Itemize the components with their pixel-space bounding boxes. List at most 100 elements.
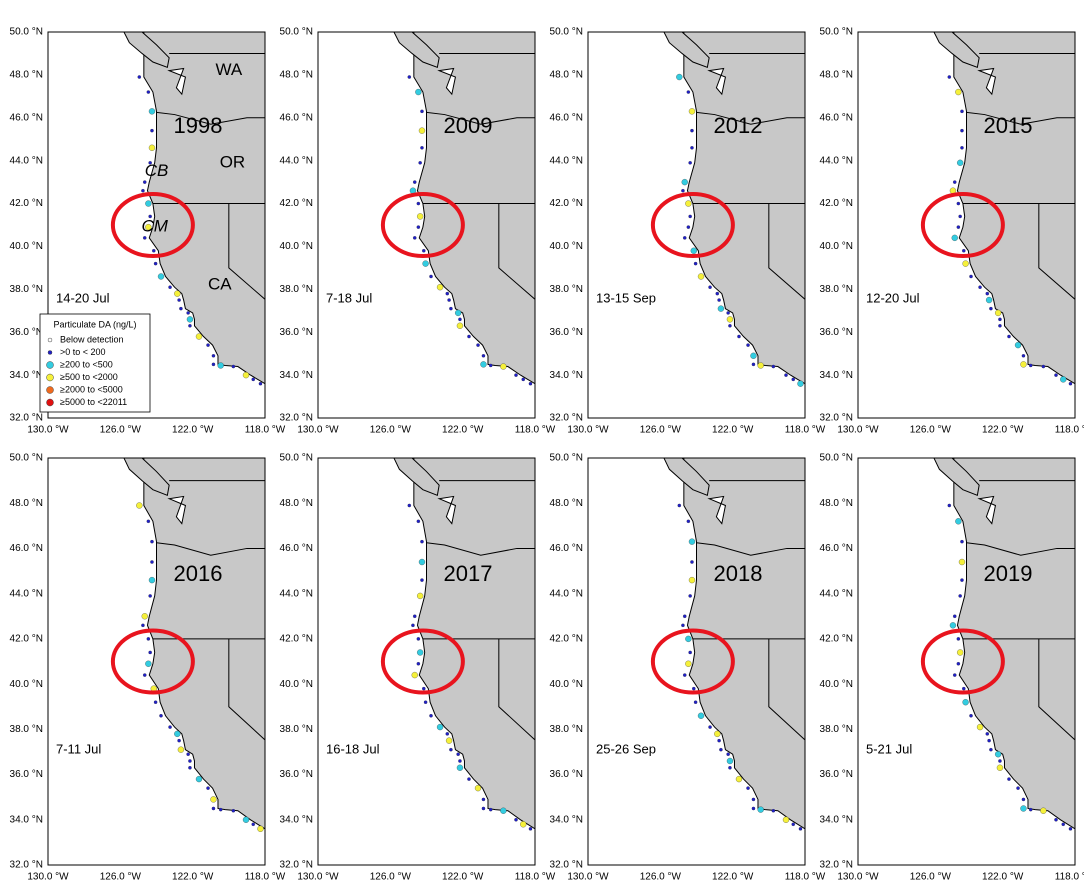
sample-dot	[956, 637, 961, 641]
state-border	[156, 111, 265, 125]
date-label: 16-18 Jul	[326, 741, 380, 756]
sample-dot	[242, 371, 250, 379]
sample-dot	[685, 200, 692, 207]
sample-dot	[415, 88, 422, 96]
sample-dot	[422, 248, 426, 253]
sample-dot	[1028, 363, 1033, 368]
island	[123, 32, 170, 69]
sample-dot	[142, 236, 147, 240]
lat-tick-label: 44.0 °N	[280, 155, 313, 166]
island	[933, 458, 980, 496]
sample-dot	[251, 377, 255, 382]
lon-tick-label: 122.0 °W	[712, 872, 754, 883]
sample-dot	[211, 806, 216, 811]
legend-marker	[46, 398, 54, 407]
state-border	[426, 542, 535, 556]
sound	[167, 495, 187, 525]
sample-dot	[726, 316, 734, 323]
year-label: 2016	[174, 561, 223, 586]
sample-dot	[1016, 786, 1020, 790]
highlight-ellipse	[380, 628, 465, 695]
sample-dot	[436, 284, 444, 291]
lon-tick-label: 122.0 °W	[982, 425, 1024, 436]
sample-dot	[989, 306, 993, 311]
sound	[437, 495, 457, 525]
legend-label: Below detection	[60, 334, 124, 344]
sample-dot	[791, 377, 795, 382]
panel-frame	[857, 31, 1076, 419]
map-panel: 2015 12-20 Jul 50.0 °N 48.0 °N 46.0 °N 44.0 °…	[820, 27, 1084, 436]
lat-tick-label: 34.0 °N	[820, 814, 853, 825]
sample-dot	[445, 737, 453, 744]
lat-tick-label: 32.0 °N	[820, 860, 853, 871]
lon-tick-label: 118.0 °W	[245, 872, 286, 883]
lat-tick-label: 42.0 °N	[280, 198, 313, 209]
lon-tick-label: 126.0 °W	[640, 872, 682, 883]
sample-dot	[969, 274, 973, 279]
lat-tick-label: 36.0 °N	[280, 769, 313, 780]
sample-dot	[146, 90, 151, 94]
lon-tick-label: 130.0 °W	[837, 425, 879, 436]
sample-dot	[682, 236, 687, 240]
sample-dot	[141, 613, 148, 620]
sample-dot	[436, 723, 444, 731]
lat-tick-label: 36.0 °N	[10, 769, 43, 780]
legend-marker	[47, 337, 53, 343]
sample-dot	[798, 827, 803, 831]
sample-dot	[514, 373, 518, 377]
legend-marker	[47, 350, 53, 355]
map-panel: 2017 16-18 Jul 50.0 °N 48.0 °N 46.0 °N 44.0 °…	[280, 453, 556, 883]
sample-dot	[251, 822, 255, 827]
sample-dot	[456, 322, 464, 329]
highlight-ellipse	[920, 192, 1005, 258]
sample-dot	[520, 821, 527, 828]
sample-dot	[514, 818, 518, 822]
sample-dot	[412, 614, 417, 619]
island	[393, 458, 440, 496]
lat-tick-label: 44.0 °N	[280, 588, 313, 599]
sample-dot	[746, 786, 750, 790]
date-label: 14-20 Jul	[56, 290, 110, 305]
sample-dot	[242, 816, 250, 823]
lat-tick-label: 34.0 °N	[550, 370, 583, 381]
sample-dot	[956, 225, 961, 229]
sample-dot	[726, 311, 730, 315]
lat-tick-label: 40.0 °N	[280, 679, 313, 690]
sample-dot	[150, 128, 154, 133]
legend-marker	[46, 361, 54, 369]
sample-dot	[186, 752, 190, 756]
sample-dot	[717, 738, 721, 743]
lat-tick-label: 34.0 °N	[280, 370, 313, 381]
sample-dot	[211, 362, 216, 367]
sample-dot	[978, 285, 982, 289]
sample-dot	[467, 777, 471, 781]
date-label: 7-11 Jul	[56, 741, 101, 756]
sample-dot	[1028, 807, 1033, 812]
sample-dot	[141, 623, 145, 628]
sample-dot	[168, 725, 172, 729]
sample-dot	[791, 822, 795, 827]
sample-dot	[697, 712, 705, 719]
sample-dot	[429, 714, 433, 718]
lat-tick-label: 42.0 °N	[550, 634, 583, 645]
sample-dot	[949, 622, 957, 629]
sample-dot	[186, 316, 194, 323]
sample-dot	[422, 686, 426, 691]
sample-dot	[218, 807, 223, 812]
lat-tick-label: 40.0 °N	[820, 241, 853, 252]
lat-tick-label: 42.0 °N	[550, 198, 583, 209]
sample-dot	[951, 234, 958, 242]
sample-dot	[985, 291, 990, 296]
sample-dot	[206, 786, 210, 790]
lat-tick-label: 36.0 °N	[820, 769, 853, 780]
sample-dot	[488, 363, 493, 368]
sample-dot	[420, 539, 424, 544]
lat-tick-label: 46.0 °N	[550, 112, 583, 123]
sample-dot	[1007, 334, 1011, 339]
sample-dot	[417, 213, 424, 220]
sample-dot	[258, 381, 263, 386]
sample-dot	[719, 747, 723, 752]
sample-dot	[411, 623, 415, 628]
region-label: OR	[220, 152, 246, 171]
